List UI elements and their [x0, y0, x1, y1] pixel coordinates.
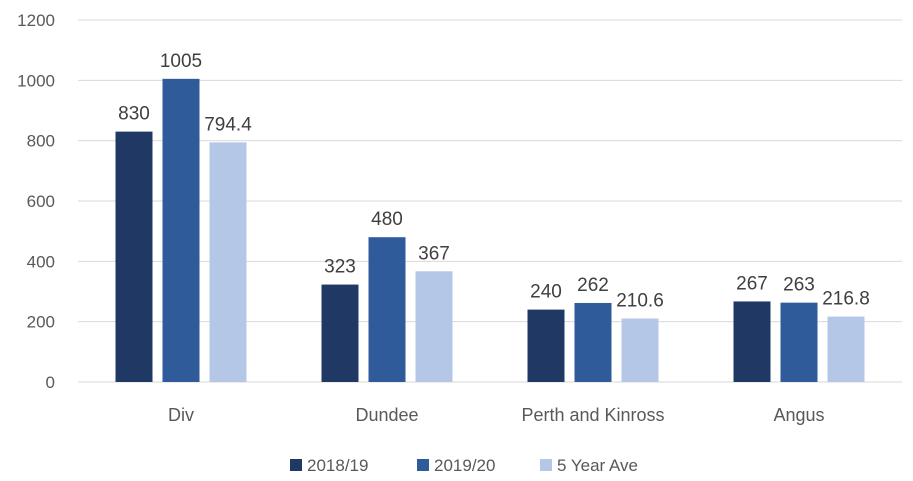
bar-2019-20-angus [780, 302, 818, 382]
data-label: 240 [530, 282, 562, 303]
x-axis-categories: Div Dundee Perth and Kinross Angus [168, 405, 825, 425]
legend-swatch [540, 459, 552, 471]
y-tick-label: 1200 [17, 11, 55, 30]
data-label: 830 [118, 104, 150, 125]
category-label: Div [168, 405, 194, 425]
bars [115, 78, 865, 382]
bar-2018-19-perth-and-kinross [527, 309, 565, 382]
data-label: 267 [736, 273, 768, 294]
data-label: 794.4 [204, 114, 252, 135]
y-tick-label: 1000 [17, 71, 55, 90]
legend-label: 2019/20 [434, 456, 495, 475]
category-label: Perth and Kinross [521, 405, 664, 425]
data-label: 1005 [160, 51, 202, 72]
bar-2019-20-div [162, 78, 200, 382]
data-label: 367 [418, 243, 450, 264]
legend-label: 5 Year Ave [557, 456, 638, 475]
bar-5-year-ave-dundee [415, 271, 453, 382]
data-label: 216.8 [822, 289, 870, 310]
data-label: 210.6 [616, 290, 664, 311]
bar-5-year-ave-angus [827, 316, 865, 382]
legend-swatch [290, 459, 302, 471]
data-labels: 830 1005 794.4 323 480 367 240 262 210.6 267 263 21… [118, 51, 870, 312]
y-tick-label: 0 [46, 373, 55, 392]
y-tick-label: 600 [27, 192, 55, 211]
bar-2018-19-div [115, 131, 153, 382]
data-label: 323 [324, 257, 356, 278]
bar-5-year-ave-div [209, 142, 247, 382]
bar-2019-20-perth-and-kinross [574, 302, 612, 382]
bar-2019-20-dundee [368, 237, 406, 382]
y-tick-label: 200 [27, 313, 55, 332]
data-label: 263 [783, 275, 815, 296]
legend: 2018/19 2019/20 5 Year Ave [290, 456, 638, 475]
y-tick-label: 400 [27, 252, 55, 271]
y-axis-ticks: 0 200 400 600 800 1000 1200 [17, 11, 55, 392]
bar-2018-19-dundee [321, 284, 359, 382]
legend-label: 2018/19 [307, 456, 368, 475]
gridlines [78, 19, 902, 383]
data-label: 480 [371, 209, 403, 230]
category-label: Angus [773, 405, 824, 425]
data-label: 262 [577, 275, 609, 296]
category-label: Dundee [355, 405, 418, 425]
bar-5-year-ave-perth-and-kinross [621, 318, 659, 382]
y-tick-label: 800 [27, 132, 55, 151]
bar-2018-19-angus [733, 301, 771, 382]
legend-swatch [417, 459, 429, 471]
